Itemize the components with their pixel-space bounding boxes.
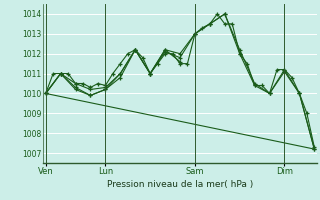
X-axis label: Pression niveau de la mer( hPa ): Pression niveau de la mer( hPa ) [107, 180, 253, 189]
